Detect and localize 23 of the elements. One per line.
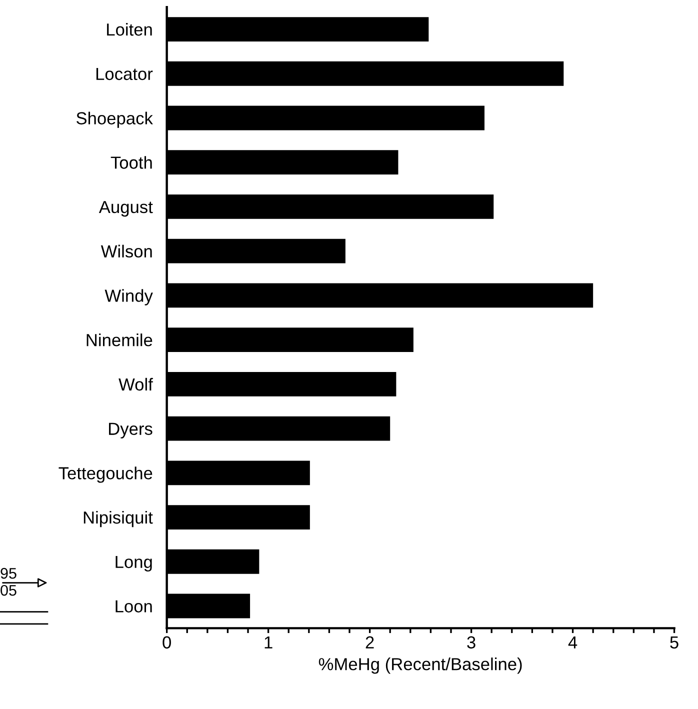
y-tick-label: August: [98, 201, 153, 217]
y-tick-label: Tooth: [110, 156, 152, 169]
y-tick-label: Locator: [96, 68, 153, 80]
y-tick-label: Windy: [104, 289, 153, 306]
x-tick-label: 1: [264, 636, 272, 648]
x-tick-label: 3: [467, 636, 476, 649]
x-tick-label: 4: [568, 636, 578, 648]
y-tick-label: Wilson: [100, 244, 152, 258]
y-tick-label: Long: [116, 556, 152, 572]
y-tick-label: Loiten: [107, 22, 152, 36]
y-tick-label: Wolf: [118, 378, 153, 391]
text: 95: [0, 568, 16, 579]
y-tick-label: Dyers: [109, 422, 152, 438]
text: 05: [0, 584, 16, 596]
y-tick-label: Nipisiquit: [84, 510, 153, 528]
y-tick-label: Loon: [116, 600, 152, 612]
y-tick-label: Ninemile: [86, 334, 152, 346]
x-tick-label: 0: [162, 636, 171, 649]
x-tick-label: 2: [366, 636, 374, 648]
y-tick-label: Shoepack: [76, 112, 153, 128]
x-axis-title: %MeHg (Recent/Baseline): [318, 658, 522, 674]
x-tick-label: 5: [670, 636, 678, 649]
y-tick-label: Tettegouche: [58, 466, 152, 483]
